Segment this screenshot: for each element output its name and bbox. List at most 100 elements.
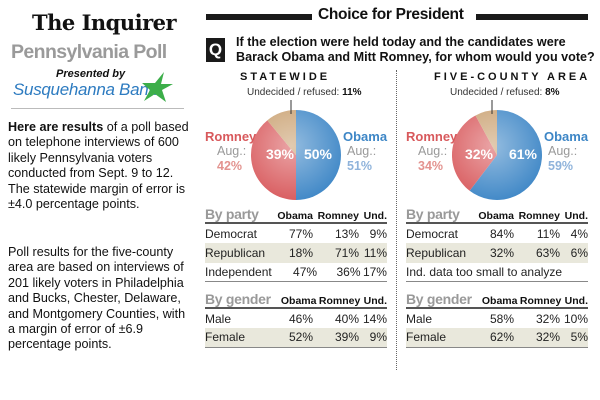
undecided-cell: 4% — [570, 226, 588, 241]
table-header: By gender Obama Romney Und. — [406, 290, 588, 309]
obama-cell: 84% — [489, 226, 514, 241]
romney-cell: 11% — [536, 226, 560, 241]
obama-cell: 18% — [289, 245, 314, 260]
party-table: By party Obama Romney Und. Democrat 77% … — [205, 205, 387, 282]
column-header: Und. — [363, 210, 387, 222]
romney-cell: 40% — [334, 311, 359, 326]
table-row: Republican 18% 71% 11% — [205, 243, 387, 263]
column-divider — [396, 70, 397, 370]
row-label: Republican — [406, 245, 467, 260]
obama-aug-value: 59% — [548, 159, 574, 173]
table-header: By party Obama Romney Und. — [406, 205, 588, 224]
table-row: Democrat 84% 11% 4% — [406, 224, 588, 243]
column-header: Romney — [519, 295, 562, 307]
row-label: Independent — [205, 264, 272, 279]
undecided-cell: 14% — [362, 311, 387, 326]
table-title: By gender — [406, 291, 472, 307]
romney-value-label: 39% — [266, 146, 295, 162]
panel-title: STATEWIDE — [240, 71, 331, 83]
romney-aug-value: 42% — [217, 159, 243, 173]
romney-cell: 36% — [336, 264, 361, 279]
panel-title: FIVE-COUNTY AREA — [434, 71, 591, 83]
undecided-text: Undecided / refused: — [450, 87, 543, 98]
romney-cell: 32% — [535, 311, 560, 326]
undecided-cell: 10% — [563, 311, 588, 326]
table-row: Female 52% 39% 9% — [205, 328, 387, 348]
undecided-value: 8% — [545, 87, 560, 98]
obama-label: Obama — [544, 129, 589, 144]
undecided-text: Undecided / refused: — [247, 87, 340, 98]
romney-cell: 71% — [334, 245, 360, 260]
romney-label: Romney — [406, 129, 458, 144]
column-header: Und. — [363, 295, 387, 307]
romney-cell: 39% — [334, 330, 359, 345]
column-header: Obama — [277, 210, 313, 222]
table-row: Republican 32% 63% 6% — [406, 243, 588, 263]
poll-name: Pennsylvania Poll — [11, 41, 167, 63]
undecided-cell: 9% — [369, 226, 387, 241]
gender-table: By gender Obama Romney Und. Male 58% 32%… — [406, 290, 588, 348]
title-bar-right — [476, 14, 588, 20]
row-label: Female — [205, 330, 246, 345]
five-county-paragraph: Poll results for the five-county area ar… — [8, 245, 186, 352]
romney-cell: 13% — [334, 226, 359, 241]
romney-cell: 32% — [535, 330, 560, 345]
romney-aug-value: 34% — [418, 159, 444, 173]
obama-value-label: 50% — [304, 146, 333, 162]
table-header: By gender Obama Romney Und. — [205, 290, 387, 309]
obama-cell: 62% — [489, 330, 514, 345]
pie-chart: 50% 39% — [251, 100, 341, 200]
pie-chart: 61% 32% — [452, 100, 542, 200]
obama-aug-label: Aug.: — [347, 144, 377, 158]
row-label: Democrat — [406, 226, 459, 241]
table-note-row: Ind. data too small to analyze — [406, 263, 588, 282]
presented-by: Presented by — [56, 68, 126, 80]
obama-cell: 58% — [489, 311, 514, 326]
table-row: Democrat 77% 13% 9% — [205, 224, 387, 243]
table-row: Female 62% 32% 5% — [406, 328, 588, 348]
table-row: Male 46% 40% 14% — [205, 309, 387, 328]
column-header: Und. — [564, 295, 588, 307]
obama-label: Obama — [343, 129, 388, 144]
intro-paragraph: Here are results of a poll based on tele… — [8, 120, 190, 212]
romney-aug-label: Aug.: — [217, 144, 247, 158]
table-row: Male 58% 32% 10% — [406, 309, 588, 328]
table-title: By party — [406, 206, 460, 222]
column-header: Romney — [518, 210, 560, 222]
column-header: Romney — [318, 295, 361, 307]
intro-lead: Here are results — [8, 120, 104, 134]
undecided-label: Undecided / refused: 8% — [450, 87, 560, 98]
obama-cell: 46% — [288, 311, 313, 326]
undecided-cell: 9% — [369, 330, 387, 345]
obama-aug-label: Aug.: — [548, 144, 578, 158]
undecided-cell: 6% — [570, 245, 588, 260]
row-label: Male — [406, 311, 433, 326]
romney-aug-label: Aug.: — [418, 144, 448, 158]
undecided-cell: 17% — [362, 264, 387, 279]
obama-aug-value: 51% — [347, 159, 373, 173]
table-header: By party Obama Romney Und. — [205, 205, 387, 224]
romney-value-label: 32% — [465, 146, 494, 162]
undecided-cell: 11% — [363, 245, 387, 260]
intro-text: of a poll based on telephone interviews … — [8, 120, 189, 212]
table-title: By gender — [205, 291, 271, 307]
title-bar-left — [206, 14, 312, 20]
table-note: Ind. data too small to analyze — [406, 264, 563, 279]
obama-cell: 52% — [288, 330, 313, 345]
row-label: Male — [205, 311, 232, 326]
divider — [11, 108, 184, 109]
obama-value-label: 61% — [509, 146, 538, 162]
obama-cell: 32% — [490, 245, 515, 260]
undecided-value: 11% — [342, 87, 362, 98]
obama-cell: 47% — [293, 264, 318, 279]
column-header: Romney — [317, 210, 359, 222]
pie-shading — [251, 110, 341, 200]
gender-table: By gender Obama Romney Und. Male 46% 40%… — [205, 290, 387, 348]
question-badge: Q — [206, 38, 225, 62]
romney-cell: 63% — [535, 245, 561, 260]
table-title: By party — [205, 206, 259, 222]
table-row: Independent 47% 36% 17% — [205, 263, 387, 282]
obama-cell: 77% — [288, 226, 313, 241]
party-table: By party Obama Romney Und. Democrat 84% … — [406, 205, 588, 282]
pie-shading — [452, 110, 542, 200]
